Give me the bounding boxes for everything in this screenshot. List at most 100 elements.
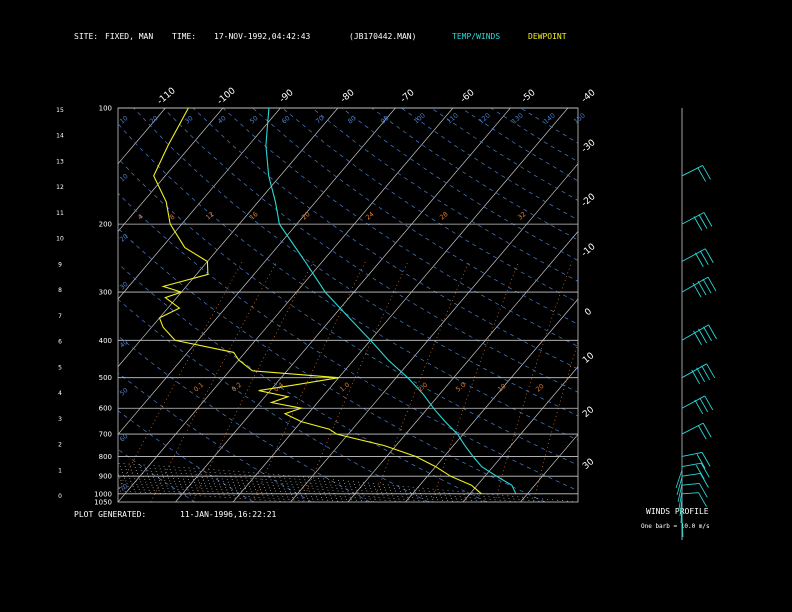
wind-barb-flag [697,167,706,182]
dry-adiabat [311,108,578,282]
dry-adiabat [118,448,196,502]
wind-barb-flag [692,282,702,298]
isotherm [290,163,578,502]
height-tick-label: 9 [58,261,62,268]
moist-adiabat [118,488,320,502]
wind-barb-flag [702,165,711,180]
dry-adiabat-label: 90 [379,114,390,125]
wind-barb-flag [702,422,712,438]
wind-barb-flag [708,324,717,340]
mixing-ratio-label: 1.0 [338,381,351,394]
series-layer [153,108,517,495]
pressure-tick-label: 900 [99,473,112,481]
dry-adiabat [133,108,578,417]
plot-frame [117,107,579,503]
dry-adiabat [192,108,578,370]
dry-adiabat-label: 50 [118,386,129,397]
time-label: TIME: [172,32,197,41]
height-tick-label: 0 [58,493,62,500]
wind-barb-shaft [679,497,683,517]
pressure-tick-label: 200 [99,221,112,229]
dry-adiabat [341,108,578,261]
dry-adiabat-label: 120 [477,111,492,125]
height-tick-label: 13 [56,158,64,165]
temp-tick-top: -70 [399,88,417,105]
wind-barb-flag [694,252,704,268]
mixing-ratio-line [431,261,520,502]
wind-barb-flag [698,214,708,229]
temp-tick-right: 30 [581,457,596,472]
mixing-ratio-label: 2.0 [416,381,429,394]
moist-adiabat [118,485,349,502]
label-layer: 1002003004005006007008009001000105001234… [56,86,598,507]
dry-adiabat-label: 20 [118,232,129,243]
isotherm [347,230,578,502]
isotherm [0,108,108,502]
height-tick-label: 15 [56,107,64,114]
wind-barb-shaft [681,363,707,379]
dry-adiabat-label: 30 [118,280,129,291]
generated-value: 11-JAN-1996,16:22:21 [180,510,277,519]
temp-tick-right: 10 [581,351,596,366]
wind-barb-shaft [681,518,684,538]
height-tick-label: 2 [58,442,62,449]
dry-adiabat [118,372,312,502]
upper-orange-label: 16 [248,210,259,221]
moist-adiabat [118,477,435,502]
site-label: SITE: [74,32,99,41]
dry-adiabat-label: 150 [572,111,587,125]
wind-barb-flag [706,363,716,379]
wind-barb-flag [699,250,709,266]
isotherm [232,108,569,502]
isotherm [520,433,578,502]
isotherm [0,108,50,502]
mixing-ratio-label: 20 [534,382,545,393]
wind-barb-shaft [681,462,702,468]
temp-tick-top: -110 [156,86,178,107]
dry-adiabat-label: 80 [346,114,357,125]
file-value: (JB170442.MAN) [349,32,417,41]
wind-barb-shaft [680,504,683,524]
wind-barb-flag [701,452,711,467]
time-value: 17-NOV-1992,04:42:43 [214,32,311,41]
wind-barb-flag [694,399,704,415]
dry-adiabat [118,335,371,502]
dry-adiabat [371,108,578,241]
upper-orange-label: 20 [300,210,311,221]
dry-adiabat-label: 70 [118,482,129,493]
dry-adiabat [163,108,578,393]
wind-barb-flag [700,462,710,478]
height-tick-label: 5 [58,364,62,371]
temp-tick-right: 0 [583,307,594,319]
isotherm [118,108,224,232]
upper-orange-label: 32 [516,210,527,221]
legend-temp: TEMP/WINDS [452,32,501,41]
pressure-tick-label: 700 [99,431,112,439]
wind-barb-shaft [681,165,703,177]
wind-barb-flag [701,365,711,381]
mixing-ratio-line [373,261,470,502]
dry-adiabat [252,108,578,325]
site-value: FIXED, MAN [105,32,154,41]
dry-adiabat-label: 60 [118,432,129,443]
mixing-ratio-line [192,261,314,502]
isotherm [462,366,578,502]
upper-orange-label: 24 [364,210,375,221]
mixing-ratio-label: 0.4 [272,381,285,394]
wind-barb-shaft [681,324,709,341]
height-tick-label: 14 [56,133,64,140]
pressure-tick-label: 100 [99,105,112,113]
mixing-ratio-line [494,261,573,502]
pressure-tick-label: 1000 [94,490,112,498]
dry-adiabat-label: 100 [412,111,427,125]
mixing-ratio-label: 5.0 [454,381,467,394]
wind-barb-flag [704,395,714,411]
height-tick-label: 3 [58,416,62,423]
wind-barb-shaft [677,483,683,503]
dry-adiabat-label: 70 [314,114,325,125]
wind-barb-flag [699,397,709,413]
temp-tick-top: -100 [216,86,238,107]
wind-barb-shaft [681,212,705,225]
wind-barb-flag [704,248,714,264]
wind-barb-flag [693,330,702,346]
